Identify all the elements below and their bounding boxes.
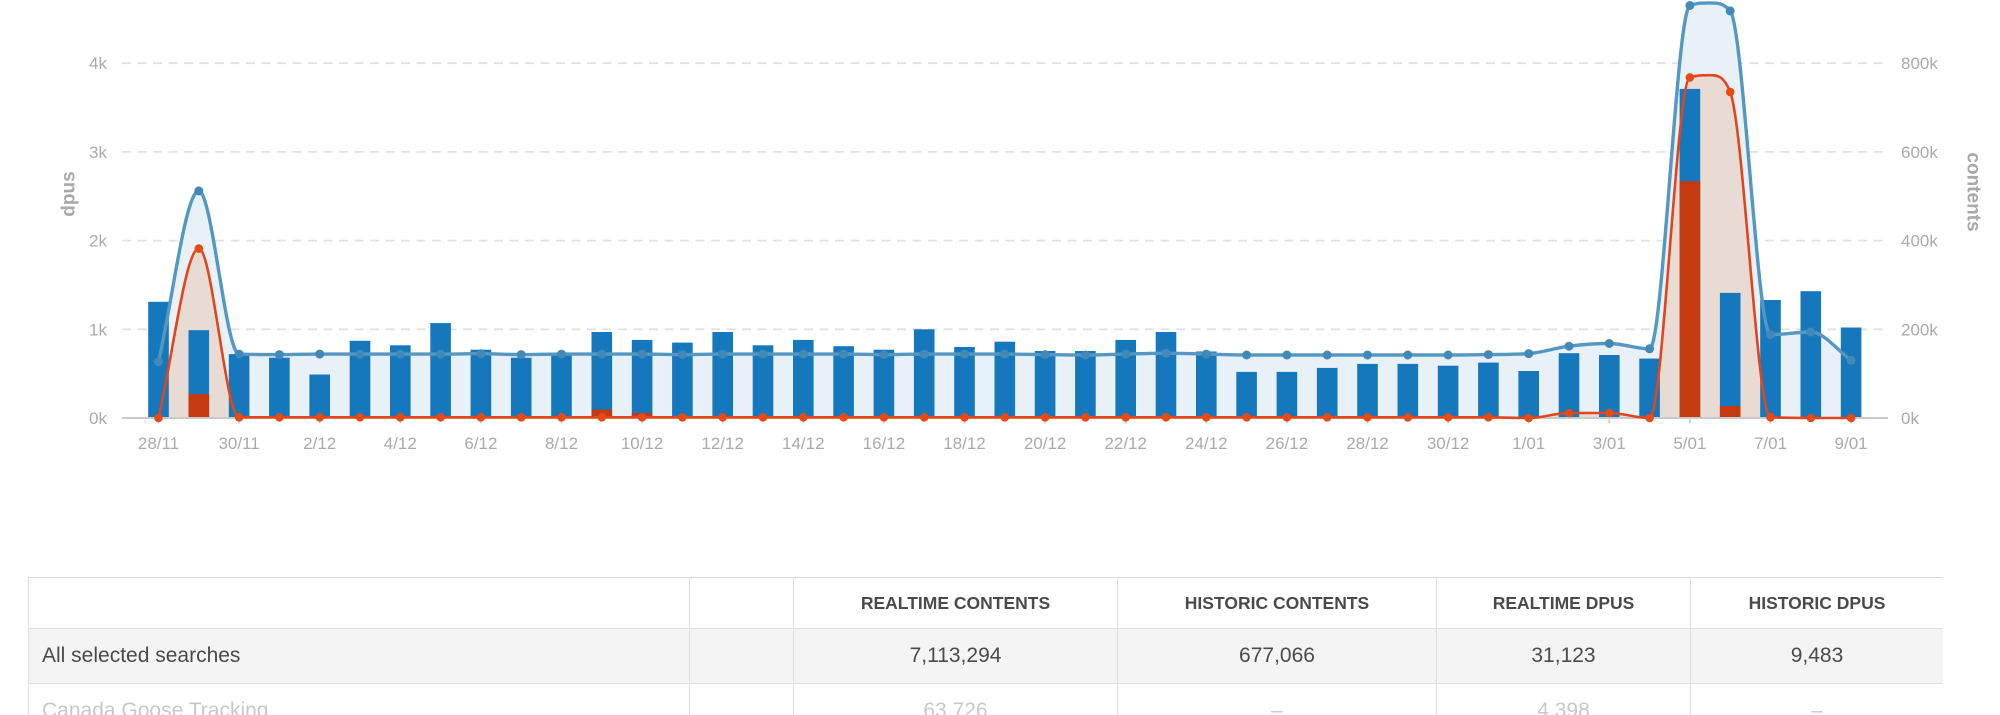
svg-text:6/12: 6/12 [464, 434, 497, 453]
svg-text:10/12: 10/12 [621, 434, 664, 453]
svg-text:8/12: 8/12 [545, 434, 578, 453]
svg-text:4/12: 4/12 [384, 434, 417, 453]
svg-text:1/01: 1/01 [1512, 434, 1545, 453]
svg-text:4k: 4k [89, 54, 107, 73]
svg-text:3/01: 3/01 [1593, 434, 1626, 453]
svg-text:18/12: 18/12 [943, 434, 986, 453]
svg-text:800k: 800k [1901, 54, 1938, 73]
svg-text:2/12: 2/12 [303, 434, 336, 453]
svg-text:400k: 400k [1901, 232, 1938, 251]
svg-text:2k: 2k [89, 232, 107, 251]
svg-text:1k: 1k [89, 320, 107, 339]
svg-text:30/11: 30/11 [218, 434, 259, 453]
svg-text:28/12: 28/12 [1346, 434, 1389, 453]
svg-text:0k: 0k [1901, 409, 1919, 428]
svg-text:9/01: 9/01 [1835, 434, 1868, 453]
svg-text:dpus: dpus [59, 171, 80, 216]
svg-text:22/12: 22/12 [1104, 434, 1147, 453]
svg-text:5/01: 5/01 [1673, 434, 1706, 453]
svg-text:14/12: 14/12 [782, 434, 825, 453]
svg-text:contents: contents [1963, 152, 1984, 231]
svg-text:12/12: 12/12 [701, 434, 744, 453]
svg-text:20/12: 20/12 [1024, 434, 1067, 453]
svg-text:24/12: 24/12 [1185, 434, 1228, 453]
svg-text:200k: 200k [1901, 320, 1938, 339]
svg-text:16/12: 16/12 [863, 434, 906, 453]
svg-text:28/11: 28/11 [138, 434, 179, 453]
svg-text:0k: 0k [89, 409, 107, 428]
svg-text:3k: 3k [89, 143, 107, 162]
svg-text:26/12: 26/12 [1266, 434, 1309, 453]
svg-text:7/01: 7/01 [1754, 434, 1787, 453]
svg-text:30/12: 30/12 [1427, 434, 1470, 453]
svg-text:600k: 600k [1901, 143, 1938, 162]
